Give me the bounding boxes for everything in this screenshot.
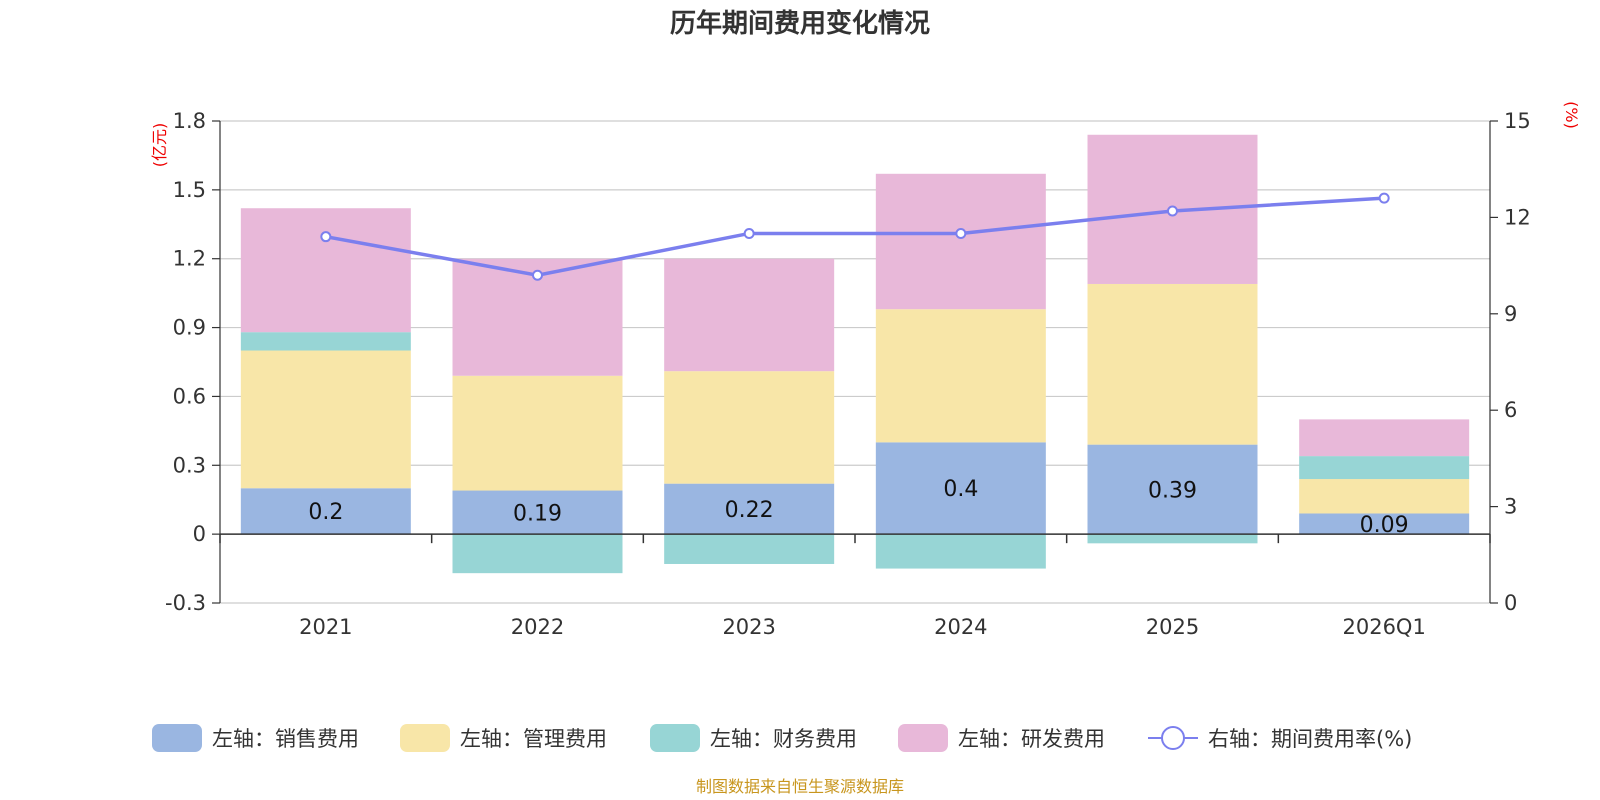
legend-swatch bbox=[650, 724, 700, 752]
legend-item[interactable]: 左轴：研发费用 bbox=[898, 724, 1105, 752]
right-tick-label: 12 bbox=[1504, 205, 1531, 229]
left-tick-label: 0.6 bbox=[173, 384, 206, 408]
bar-segment[interactable] bbox=[664, 483, 835, 535]
legend-label: 左轴：财务费用 bbox=[710, 727, 857, 751]
rate-point[interactable] bbox=[955, 227, 967, 239]
right-tick-label: 3 bbox=[1504, 495, 1517, 519]
bar-segment[interactable] bbox=[452, 534, 623, 574]
data-label: 0.39 bbox=[1148, 478, 1197, 503]
data-label: 0.4 bbox=[943, 477, 978, 502]
left-axis: -0.3 0 0.3 0.6 0.9 1.2 1.5 1.8 bbox=[165, 109, 221, 615]
bar-segment[interactable] bbox=[1087, 444, 1258, 535]
bar-segment[interactable] bbox=[664, 371, 835, 484]
right-tick-label: 9 bbox=[1504, 302, 1517, 326]
source-note: 制图数据来自恒生聚源数据库 bbox=[696, 777, 904, 796]
left-axis-unit: (亿元) bbox=[150, 123, 169, 168]
legend[interactable]: 左轴：销售费用 左轴：管理费用 左轴：财务费用 左轴：研发费用 右轴：期间费用率(%) bbox=[152, 724, 1412, 752]
left-tick-label: 0.9 bbox=[173, 316, 206, 340]
legend-item[interactable]: 左轴：财务费用 bbox=[650, 724, 857, 752]
bar-segment[interactable] bbox=[664, 534, 835, 564]
legend-swatch bbox=[898, 724, 948, 752]
rate-line bbox=[325, 196, 1385, 278]
left-tick-label: 1.8 bbox=[173, 109, 206, 133]
category-label: 2021 bbox=[299, 615, 352, 639]
bar-segment[interactable] bbox=[452, 490, 623, 535]
category-label: 2023 bbox=[722, 615, 775, 639]
rate-point[interactable] bbox=[1167, 205, 1178, 217]
category-label: 2024 bbox=[934, 615, 987, 639]
left-tick-label: 1.5 bbox=[173, 178, 206, 202]
data-label: 0.19 bbox=[513, 501, 562, 526]
category-label: 2026Q1 bbox=[1342, 615, 1425, 639]
data-labels: 0.2 0.19 0.22 0.4 0.39 0.09 bbox=[308, 477, 1408, 538]
bar-segment[interactable] bbox=[240, 332, 411, 351]
data-label: 0.09 bbox=[1360, 513, 1409, 538]
right-axis-unit: (%) bbox=[1562, 101, 1581, 129]
chart-title: 历年期间费用变化情况 bbox=[670, 8, 930, 39]
rate-point[interactable] bbox=[743, 227, 755, 239]
left-tick-label: 1.2 bbox=[173, 247, 206, 271]
left-tick-label: -0.3 bbox=[165, 591, 206, 615]
bar-segment[interactable] bbox=[875, 309, 1046, 443]
bar-segment[interactable] bbox=[1087, 534, 1258, 544]
right-axis: 0 3 6 9 12 15 bbox=[1489, 109, 1531, 615]
legend-item[interactable]: 左轴：销售费用 bbox=[152, 724, 359, 752]
zero-axis bbox=[219, 533, 1491, 544]
legend-circle-swatch bbox=[1161, 726, 1185, 750]
bar-segment[interactable] bbox=[240, 208, 411, 333]
legend-item[interactable]: 左轴：管理费用 bbox=[400, 724, 607, 752]
data-label: 0.22 bbox=[725, 498, 774, 523]
rate-point[interactable] bbox=[1378, 192, 1390, 204]
bar-segment[interactable] bbox=[240, 488, 411, 535]
bar-segment[interactable] bbox=[875, 534, 1046, 569]
x-axis: 2021 2022 2023 2024 2025 2026Q1 bbox=[299, 615, 1426, 639]
left-tick-label: 0 bbox=[193, 522, 206, 546]
rate-point[interactable] bbox=[320, 231, 332, 243]
right-tick-label: 15 bbox=[1504, 109, 1531, 133]
bar-segment[interactable] bbox=[1299, 479, 1470, 514]
bar-segment[interactable] bbox=[1299, 513, 1470, 535]
bar-segment[interactable] bbox=[452, 375, 623, 491]
rate-point[interactable] bbox=[532, 269, 543, 281]
legend-item[interactable]: 右轴：期间费用率(%) bbox=[1148, 726, 1412, 751]
right-tick-label: 0 bbox=[1504, 591, 1517, 615]
legend-label: 左轴：研发费用 bbox=[958, 727, 1105, 751]
bars bbox=[240, 134, 1470, 574]
bar-segment[interactable] bbox=[664, 258, 835, 372]
bar-segment[interactable] bbox=[875, 442, 1046, 535]
legend-swatch bbox=[400, 724, 450, 752]
bar-segment[interactable] bbox=[1299, 456, 1470, 480]
category-label: 2022 bbox=[511, 615, 564, 639]
bar-segment[interactable] bbox=[875, 173, 1046, 310]
left-tick-label: 0.3 bbox=[173, 453, 206, 477]
bar-segment[interactable] bbox=[1299, 419, 1470, 457]
legend-swatch bbox=[152, 724, 202, 752]
legend-label: 右轴：期间费用率(%) bbox=[1208, 727, 1412, 751]
category-label: 2025 bbox=[1146, 615, 1199, 639]
line-series bbox=[320, 192, 1390, 281]
legend-label: 左轴：管理费用 bbox=[460, 727, 607, 751]
legend-label: 左轴：销售费用 bbox=[212, 727, 359, 751]
data-label: 0.2 bbox=[308, 500, 343, 525]
right-tick-label: 6 bbox=[1504, 398, 1517, 422]
bar-segment[interactable] bbox=[1087, 283, 1258, 445]
bar-segment[interactable] bbox=[240, 350, 411, 489]
